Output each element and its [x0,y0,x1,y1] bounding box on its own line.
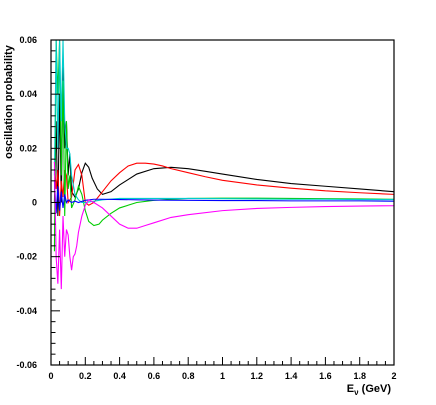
x-tick-label: 0.6 [148,371,161,381]
x-tick-label: 1.4 [285,371,298,381]
y-tick-label: 0.04 [19,89,37,99]
y-tick-label: -0.04 [16,306,37,316]
x-tick-label: 0.8 [182,371,195,381]
x-tick-label: 1.8 [353,371,366,381]
series-line-2 [53,161,394,217]
y-axis-title: oscillation probability [3,44,15,159]
series-line-1 [53,67,394,217]
x-tick-label: 0.2 [79,371,92,381]
y-tick-label: -0.02 [16,252,37,262]
series-layer [53,40,394,290]
ticks-layer [50,39,395,366]
x-tick-label: 0.4 [113,371,126,381]
series-line-6 [53,161,394,290]
y-tick-label: 0.02 [19,143,37,153]
series-line-3 [53,40,394,252]
x-tick-label: 1.2 [251,371,264,381]
x-tick-label: 0 [48,371,53,381]
x-tick-label: 2 [391,371,396,381]
x-tick-label: 1 [220,371,225,381]
y-tick-label: -0.06 [16,360,37,370]
x-axis-title-main: E [347,383,354,395]
y-tick-label: 0 [32,198,37,208]
x-axis-title: Eν (GeV) [347,383,392,397]
x-tick-label: 1.6 [319,371,332,381]
x-axis-title-unit: (GeV) [359,383,392,395]
labels-layer: 0 0.2 0.4 0.6 0.8 1 1.2 1.4 1.6 1.8 2 -0.06 -0.04 -0.… [16,35,396,381]
plot-frame [50,39,395,366]
series-line-4 [53,40,394,204]
y-tick-label: 0.06 [19,35,37,45]
x-axis-title-subscript: ν [354,388,359,397]
series-line-5 [53,180,394,214]
